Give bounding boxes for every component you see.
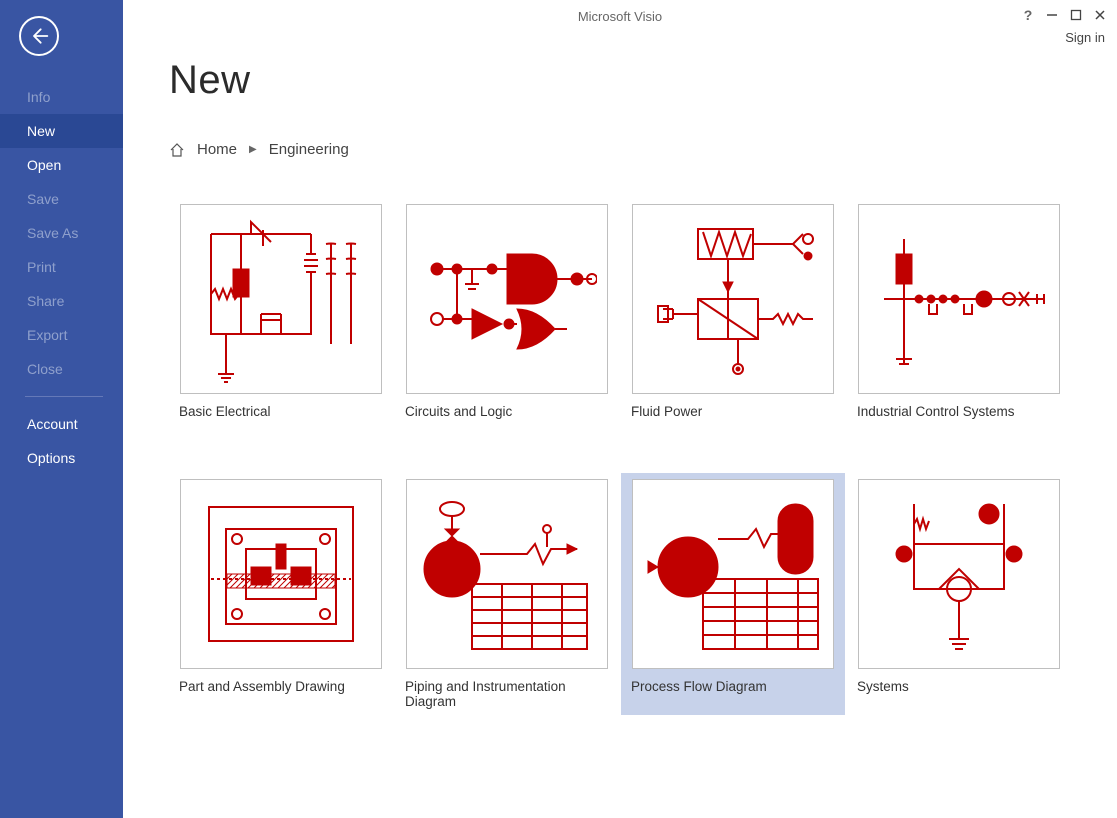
sidebar-item-label: New [27,123,55,139]
sidebar-item-open[interactable]: Open [0,148,123,182]
template-fluid-power[interactable]: Fluid Power [621,198,845,425]
template-label: Industrial Control Systems [853,404,1065,419]
template-process-flow[interactable]: Process Flow Diagram [621,473,845,715]
sidebar-item-save[interactable]: Save [0,182,123,216]
restore-button[interactable] [1067,6,1085,24]
home-icon [169,142,185,158]
template-thumbnail [632,479,834,669]
sign-in-link[interactable]: Sign in [1065,30,1105,45]
sidebar-item-close[interactable]: Close [0,352,123,386]
sidebar-item-label: Info [27,89,50,105]
content-area: New Home ▶ Engineering [123,30,1117,715]
template-thumbnail [858,204,1060,394]
template-part-assembly[interactable]: Part and Assembly Drawing [169,473,393,715]
app-title: Microsoft Visio [578,9,662,24]
minimize-button[interactable] [1043,6,1061,24]
sidebar-item-label: Open [27,157,61,173]
sidebar-item-label: Options [27,450,75,466]
template-thumbnail [858,479,1060,669]
template-grid: Basic Electrical [169,198,1087,715]
sidebar-item-label: Save As [27,225,78,241]
template-basic-electrical[interactable]: Basic Electrical [169,198,393,425]
window-controls: ? [1019,6,1109,24]
breadcrumb-current: Engineering [269,141,349,158]
template-thumbnail [180,479,382,669]
close-button[interactable] [1091,6,1109,24]
sidebar-item-label: Print [27,259,56,275]
help-button[interactable]: ? [1019,6,1037,24]
template-label: Basic Electrical [175,404,387,419]
template-thumbnail [406,204,608,394]
sidebar-divider [25,396,103,397]
template-piping-instrumentation[interactable]: Piping and Instrumentation Diagram [395,473,619,715]
breadcrumb-home[interactable]: Home [197,141,237,158]
sidebar-item-options[interactable]: Options [0,441,123,475]
sidebar-item-label: Share [27,293,64,309]
sidebar-item-label: Export [27,327,67,343]
template-thumbnail [180,204,382,394]
sidebar-item-new[interactable]: New [0,114,123,148]
sidebar-item-label: Account [27,416,78,432]
template-systems[interactable]: Systems [847,473,1071,715]
arrow-left-icon [29,26,49,46]
title-bar: Microsoft Visio ? [123,2,1117,30]
backstage-sidebar: Info New Open Save Save As Print Share E… [0,0,123,818]
template-label: Systems [853,679,1065,694]
sidebar-item-label: Save [27,191,59,207]
template-label: Fluid Power [627,404,839,419]
template-thumbnail [406,479,608,669]
page-title: New [169,58,1087,103]
breadcrumb: Home ▶ Engineering [169,141,1087,158]
template-label: Part and Assembly Drawing [175,679,387,694]
template-circuits-and-logic[interactable]: Circuits and Logic [395,198,619,425]
main-area: Microsoft Visio ? Sign in New Home ▶ Eng… [123,0,1117,818]
sidebar-item-export[interactable]: Export [0,318,123,352]
sidebar-item-saveas[interactable]: Save As [0,216,123,250]
template-industrial-control[interactable]: Industrial Control Systems [847,198,1071,425]
back-button[interactable] [19,16,59,56]
template-thumbnail [632,204,834,394]
sidebar-item-info[interactable]: Info [0,80,123,114]
template-label: Process Flow Diagram [627,679,839,694]
sidebar-item-share[interactable]: Share [0,284,123,318]
sidebar-item-label: Close [27,361,63,377]
sidebar-item-print[interactable]: Print [0,250,123,284]
sidebar-item-account[interactable]: Account [0,407,123,441]
template-label: Circuits and Logic [401,404,613,419]
template-label: Piping and Instrumentation Diagram [401,679,613,709]
breadcrumb-separator-icon: ▶ [249,144,257,155]
